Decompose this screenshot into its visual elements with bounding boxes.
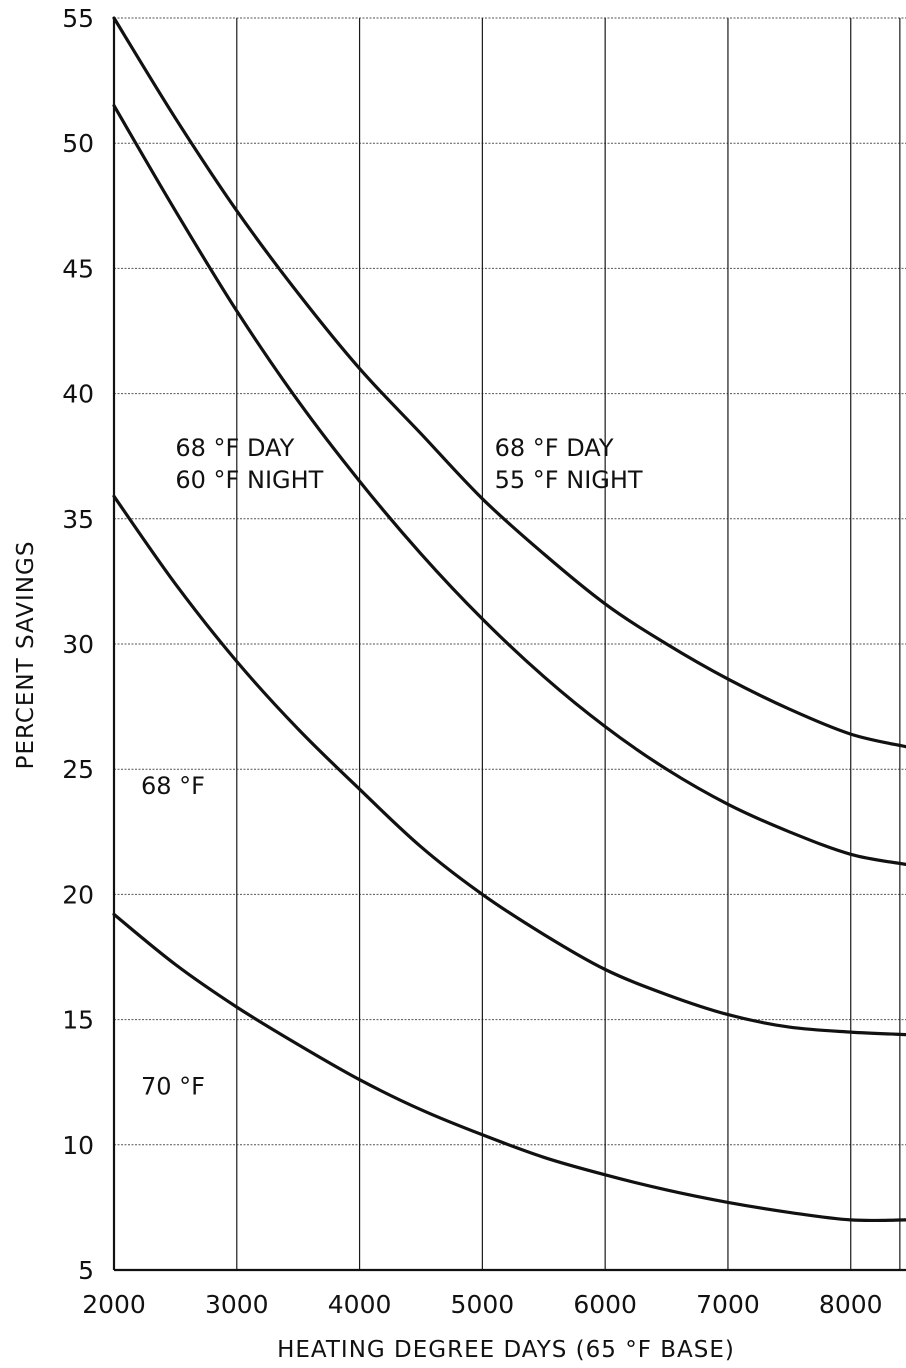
y-tick-label: 50 [62,129,94,158]
series-curves [112,16,906,1223]
y-tick-label: 40 [62,380,94,409]
y-tick-label: 45 [62,254,94,283]
tick-labels: 5 10 15 20 25 30 35 40 45 50 55 2000 3000 4000 5000 600… [62,4,882,1319]
x-tick-label: 5000 [451,1290,515,1319]
y-tick-label: 55 [62,4,94,33]
x-tick-label: 4000 [328,1290,392,1319]
curve-annotation-1: 68 °F DAY 55 °F NIGHT [495,434,643,494]
y-tick-label: 5 [78,1256,94,1285]
x-axis-label: HEATING DEGREE DAYS (65 °F BASE) [277,1337,735,1363]
plot-frame [112,18,906,1272]
series-line-4 [112,912,906,1223]
grid-lines [114,17,906,1270]
y-axis-label: PERCENT SAVINGS [13,541,39,770]
y-tick-label: 35 [62,505,94,534]
series-line-2 [112,104,906,866]
y-tick-label: 30 [62,630,94,659]
x-tick-label: 6000 [573,1290,637,1319]
y-tick-label: 15 [62,1006,94,1035]
x-tick-label: 8000 [819,1290,883,1319]
y-tick-label: 20 [62,880,94,909]
series-line-3 [112,494,906,1037]
y-tick-label: 10 [62,1131,94,1160]
x-tick-label: 7000 [696,1290,760,1319]
y-tick-label: 25 [62,755,94,784]
x-tick-label: 3000 [205,1290,269,1319]
curve-annotations: 68 °F DAY 55 °F NIGHT 68 °F DAY 60 °F NIGHT… [141,434,643,1101]
x-tick-label: 2000 [82,1290,146,1319]
curve-annotation-2: 68 °F DAY 60 °F NIGHT [175,434,323,494]
curve-annotation-3: 68 °F [141,772,205,800]
series-line-1 [112,16,906,749]
curve-annotation-4: 70 °F [141,1073,205,1101]
